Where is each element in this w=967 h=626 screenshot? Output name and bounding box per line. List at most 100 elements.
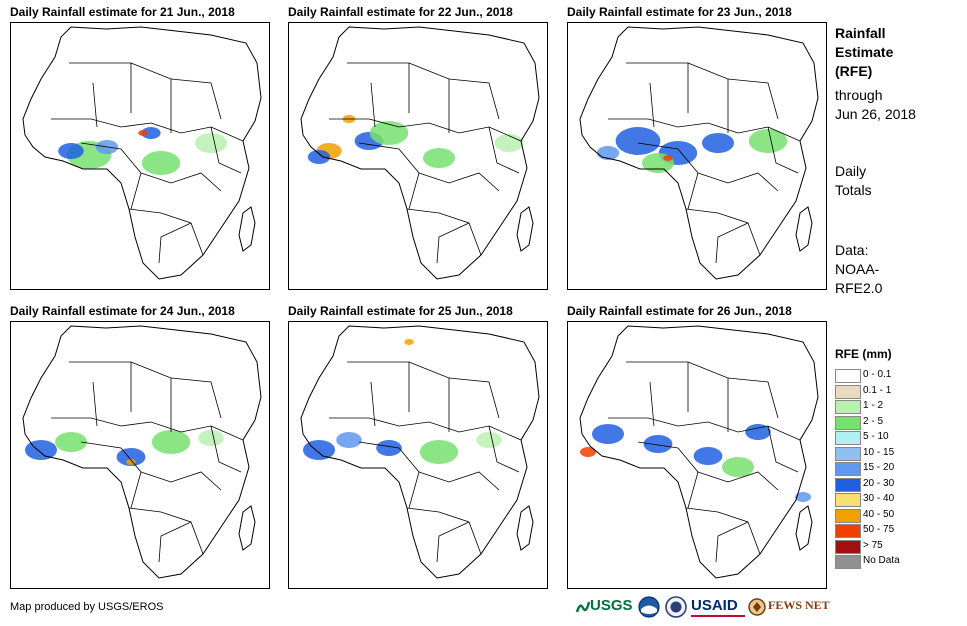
totals-line1: Daily	[835, 163, 867, 179]
legend-swatch	[835, 400, 861, 414]
legend-swatch	[835, 462, 861, 476]
map-canvas	[300, 26, 540, 280]
rainfall-area	[615, 127, 661, 155]
panel-title: Daily Rainfall estimate for 24 Jun., 201…	[10, 304, 235, 318]
country-border	[637, 441, 699, 509]
africa-coastline	[22, 325, 262, 579]
rainfall-area	[198, 430, 224, 446]
legend-swatch	[835, 384, 861, 399]
rainfall-area	[151, 430, 191, 454]
country-border	[69, 62, 132, 113]
map-credit: Map produced by USGS/EROS	[10, 601, 164, 613]
country-border	[158, 521, 192, 563]
legend-swatch	[835, 446, 861, 461]
country-border	[637, 142, 699, 210]
africa-coastline	[579, 325, 819, 579]
rainfall-area	[423, 148, 455, 168]
panel-title: Daily Rainfall estimate for 26 Jun., 201…	[567, 304, 792, 318]
legend-label: 20 - 30	[863, 477, 895, 489]
madagascar-coastline	[516, 505, 534, 551]
legend-swatch	[835, 477, 861, 492]
madagascar-coastline	[238, 206, 256, 252]
data-source-line3: RFE2.0	[835, 280, 883, 296]
rainfall-area	[580, 447, 596, 457]
legend-label: No Data	[863, 555, 900, 566]
rainfall-area	[336, 432, 362, 448]
map-canvas	[579, 325, 819, 579]
usgs-logo-text: USGS	[590, 597, 633, 614]
country-border	[608, 417, 801, 441]
fews-net-logo: FEWS NET	[748, 596, 830, 618]
country-border	[408, 62, 450, 133]
country-border	[727, 377, 779, 419]
legend-label: 0.1 - 1	[863, 384, 892, 396]
usaid-logo: USAID	[691, 596, 757, 618]
country-border	[347, 62, 410, 113]
country-border	[408, 361, 450, 432]
rainfall-area	[596, 146, 620, 160]
country-border	[687, 361, 729, 432]
rainfall-area	[693, 447, 723, 465]
legend-label: 40 - 50	[863, 508, 895, 520]
country-border	[210, 425, 242, 473]
rainfall-area	[643, 435, 673, 453]
country-border	[436, 222, 470, 264]
country-border	[80, 441, 142, 509]
legend-label: 50 - 75	[863, 524, 895, 535]
rainfall-area	[722, 457, 754, 477]
legend-label: 15 - 20	[863, 462, 895, 473]
country-border	[170, 377, 222, 419]
rainfall-area	[307, 150, 331, 164]
country-border	[92, 381, 98, 427]
africa-rainfall-map	[288, 22, 548, 290]
map-canvas	[300, 325, 540, 579]
legend-label: 10 - 15	[863, 446, 895, 458]
country-border	[92, 82, 98, 128]
country-border	[80, 142, 142, 210]
legend-swatch	[835, 508, 861, 523]
rainfall-area	[702, 133, 734, 153]
data-source-line2: NOAA-	[835, 261, 880, 277]
country-border	[727, 78, 779, 120]
logo-strip: USGS USAID FEWS NET	[576, 596, 830, 620]
data-source-line1: Data:	[835, 242, 869, 258]
panel-title: Daily Rainfall estimate for 25 Jun., 201…	[288, 304, 513, 318]
legend-label: 2 - 5	[863, 415, 884, 427]
country-border	[128, 507, 204, 555]
country-border	[448, 78, 500, 120]
country-border	[687, 62, 729, 133]
madagascar-coastline	[795, 206, 813, 252]
legend-swatch	[835, 524, 861, 538]
rainfall-area	[141, 127, 161, 139]
africa-coastline	[300, 325, 540, 579]
africa-rainfall-map	[10, 321, 270, 589]
rainfall-area	[592, 424, 624, 444]
africa-rainfall-map	[567, 22, 827, 290]
rfe-title-line3: (RFE)	[835, 63, 873, 79]
rainfall-area	[404, 339, 414, 345]
country-border	[69, 361, 132, 412]
africa-coastline	[300, 26, 540, 280]
legend-swatch	[835, 431, 861, 445]
rainfall-area	[138, 130, 148, 136]
rainfall-area	[195, 133, 227, 153]
panel-title: Daily Rainfall estimate for 22 Jun., 201…	[288, 5, 513, 19]
country-border	[140, 471, 222, 491]
legend-swatch	[835, 493, 861, 507]
africa-coastline	[579, 26, 819, 280]
legend-swatch	[835, 555, 861, 569]
rainfall-area	[745, 424, 771, 440]
rainfall-area	[494, 134, 524, 152]
country-border	[436, 521, 470, 563]
fews-net-logo-text: FEWS NET	[768, 598, 830, 612]
rainfall-area	[663, 155, 673, 161]
country-border	[418, 471, 500, 491]
country-border	[488, 425, 520, 473]
country-border	[170, 78, 222, 120]
through-date-value: Jun 26, 2018	[835, 106, 916, 122]
country-border	[370, 82, 376, 128]
madagascar-coastline	[516, 206, 534, 252]
rfe-title: Rainfall Estimate (RFE)	[835, 24, 893, 81]
country-border	[448, 377, 500, 419]
country-border	[347, 361, 410, 412]
